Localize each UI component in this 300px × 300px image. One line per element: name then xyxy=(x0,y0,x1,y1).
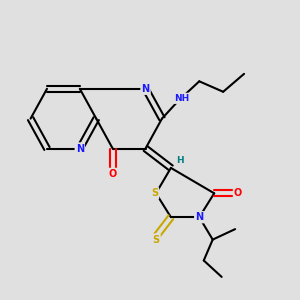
Text: H: H xyxy=(176,156,184,165)
Text: NH: NH xyxy=(174,94,189,103)
Text: O: O xyxy=(234,188,242,198)
Text: N: N xyxy=(76,143,84,154)
Text: S: S xyxy=(152,235,160,244)
Text: N: N xyxy=(142,84,150,94)
Text: S: S xyxy=(151,188,158,198)
Text: O: O xyxy=(109,169,117,179)
Text: N: N xyxy=(195,212,203,222)
